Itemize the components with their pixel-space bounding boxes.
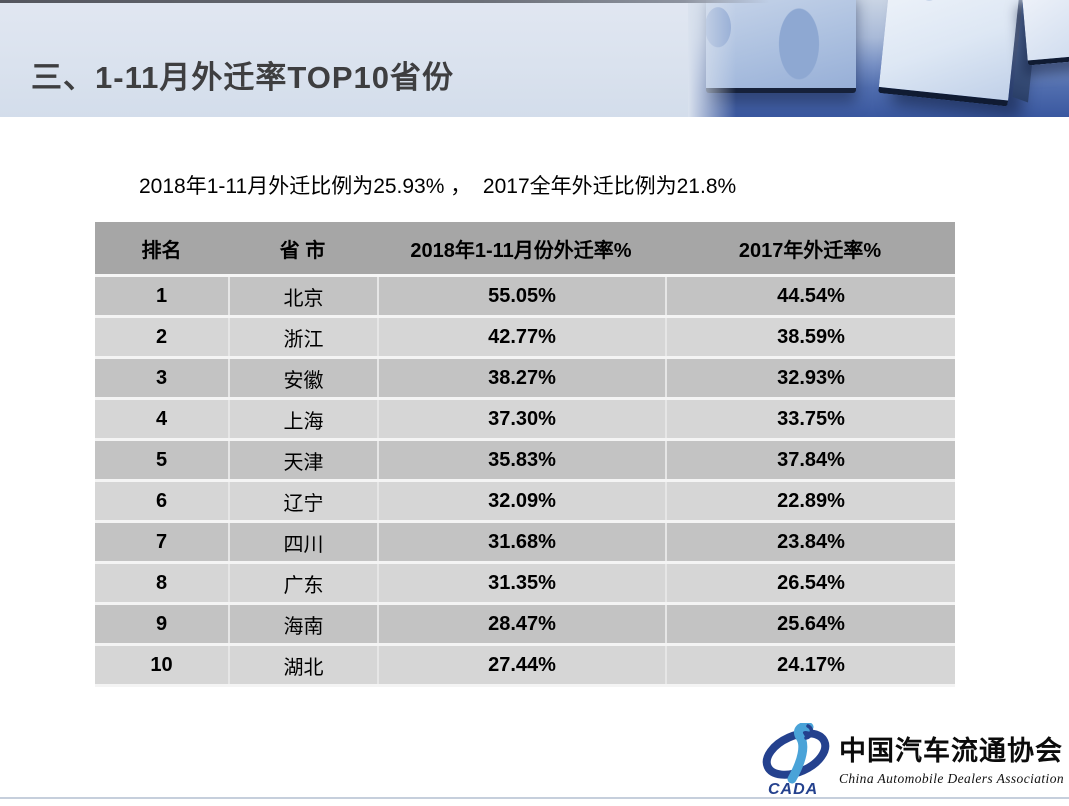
- col-header-rate-2017: 2017年外迁率%: [738, 239, 882, 262]
- cell-rank: 9: [155, 612, 168, 635]
- cell-province: 辽宁: [228, 482, 377, 520]
- cell-rate2018: 37.30%: [377, 400, 665, 438]
- cell-rank: 4: [155, 407, 168, 430]
- col-header-rank: 排名: [141, 239, 182, 262]
- cell-rate2017: 24.17%: [665, 646, 955, 684]
- table-row: 7 四川 31.68% 23.84%: [95, 523, 955, 564]
- cell-rate2017: 33.75%: [665, 400, 955, 438]
- cell-rate2018: 35.83%: [377, 441, 665, 479]
- table-row: 1 北京 55.05% 44.54%: [95, 277, 955, 318]
- cell-rank: 10: [150, 653, 173, 676]
- cell-rate2017: 44.54%: [665, 277, 955, 315]
- table-row: 4 上海 37.30% 33.75%: [95, 400, 955, 441]
- org-names: 中国汽车流通协会 China Automobile Dealers Associ…: [839, 723, 1064, 787]
- cell-rank: 6: [155, 489, 168, 512]
- map-cube-graphic: [1022, 0, 1069, 66]
- cell-rate2018: 42.77%: [377, 318, 665, 356]
- cell-rate2018: 28.47%: [377, 605, 665, 643]
- col-header-rate-2018: 2018年1-11月份外迁率%: [410, 239, 632, 262]
- cell-province: 湖北: [228, 646, 377, 684]
- bottom-divider-line: [0, 797, 1069, 799]
- table-row: 9 海南 28.47% 25.64%: [95, 605, 955, 646]
- cell-rate2018: 32.09%: [377, 482, 665, 520]
- table-row: 6 辽宁 32.09% 22.89%: [95, 482, 955, 523]
- cell-rate2018: 31.68%: [377, 523, 665, 561]
- cell-rank: 2: [155, 325, 168, 348]
- cell-rate2018: 31.35%: [377, 564, 665, 602]
- table-body: 1 北京 55.05% 44.54% 2 浙江 42.77% 38.59% 3 安徽 38.27% 3…: [95, 277, 955, 687]
- cell-province: 四川: [228, 523, 377, 561]
- subtitle-text: 2018年1-11月外迁比例为25.93% ， 2017全年外迁比例为21.8%: [139, 175, 737, 198]
- cell-rate2017: 23.84%: [665, 523, 955, 561]
- cell-rate2017: 25.64%: [665, 605, 955, 643]
- table-row: 10 湖北 27.44% 24.17%: [95, 646, 955, 687]
- cada-emblem-icon: CADA: [762, 723, 830, 797]
- map-cube-graphic: [878, 0, 1020, 107]
- col-header-province: 省 市: [279, 239, 326, 262]
- cell-province: 北京: [228, 277, 377, 315]
- cell-province: 浙江: [228, 318, 377, 356]
- cada-acronym-text: CADA: [768, 781, 818, 797]
- slide-top-edge: [0, 0, 1069, 3]
- table-row: 8 广东 31.35% 26.54%: [95, 564, 955, 605]
- cell-rank: 3: [155, 366, 168, 389]
- table-row: 3 安徽 38.27% 32.93%: [95, 359, 955, 400]
- header-band: 三、1-11月外迁率TOP10省份: [0, 0, 1069, 117]
- map-cube-graphic: [706, 0, 856, 93]
- cell-rate2017: 37.84%: [665, 441, 955, 479]
- cell-province: 广东: [228, 564, 377, 602]
- cell-province: 安徽: [228, 359, 377, 397]
- cell-rate2018: 38.27%: [377, 359, 665, 397]
- cell-rate2017: 22.89%: [665, 482, 955, 520]
- cell-rate2018: 55.05%: [377, 277, 665, 315]
- org-name-chinese: 中国汽车流通协会: [838, 736, 1063, 766]
- cell-province: 上海: [228, 400, 377, 438]
- cubes-banner-image: [688, 0, 1069, 117]
- cada-logo: CADA 中国汽车流通协会 China Automobile Dealers A…: [762, 723, 1064, 797]
- cell-rate2018: 27.44%: [377, 646, 665, 684]
- cell-province: 海南: [228, 605, 377, 643]
- cell-rank: 8: [155, 571, 168, 594]
- table-row: 2 浙江 42.77% 38.59%: [95, 318, 955, 359]
- cell-rate2017: 26.54%: [665, 564, 955, 602]
- cell-province: 天津: [228, 441, 377, 479]
- top10-migration-table: 排名 省 市 2018年1-11月份外迁率% 2017年外迁率% 1 北京 55.0…: [95, 222, 955, 687]
- cell-rate2017: 32.93%: [665, 359, 955, 397]
- cell-rank: 5: [155, 448, 168, 471]
- table-row: 5 天津 35.83% 37.84%: [95, 441, 955, 482]
- cell-rank: 1: [155, 284, 168, 307]
- page-title: 三、1-11月外迁率TOP10省份: [31, 60, 454, 95]
- table-header-row: 排名 省 市 2018年1-11月份外迁率% 2017年外迁率%: [95, 222, 955, 277]
- org-name-english: China Automobile Dealers Association: [838, 771, 1064, 786]
- cell-rate2017: 38.59%: [665, 318, 955, 356]
- cell-rank: 7: [155, 530, 168, 553]
